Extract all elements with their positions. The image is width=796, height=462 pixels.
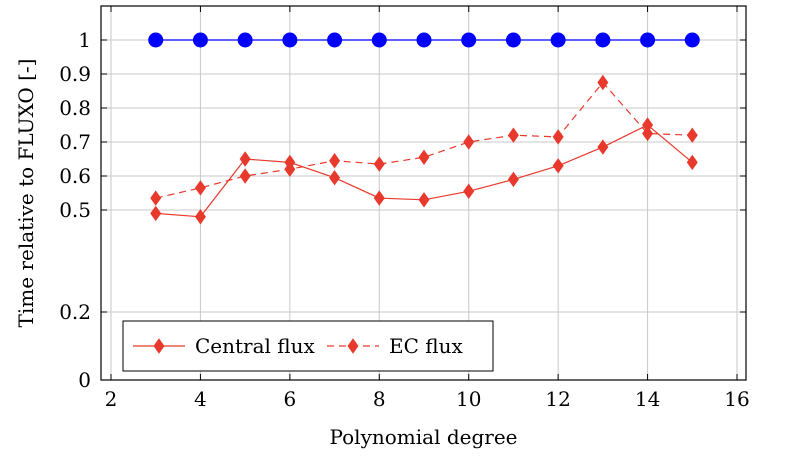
legend-marker xyxy=(347,338,359,354)
ticks xyxy=(101,6,746,381)
data-point xyxy=(327,32,343,48)
data-point xyxy=(597,74,609,91)
grid xyxy=(101,6,746,381)
legend-label: Central flux xyxy=(195,334,316,358)
legend-entry: Central flux xyxy=(133,334,316,358)
x-tick-label: 14 xyxy=(635,387,660,411)
data-point xyxy=(150,205,162,222)
data-point xyxy=(237,32,253,48)
data-point xyxy=(239,151,251,167)
data-point xyxy=(371,32,387,48)
y-tick-label: 0.6 xyxy=(59,164,91,188)
data-point xyxy=(148,32,164,48)
data-point xyxy=(640,32,656,48)
data-point xyxy=(373,156,385,172)
series-0 xyxy=(148,32,700,48)
y-tick-label: 1 xyxy=(78,28,91,52)
data-point xyxy=(684,32,700,48)
data-point xyxy=(239,168,251,184)
plot-frame xyxy=(100,5,747,381)
data-point xyxy=(463,134,475,150)
x-tick-label: 10 xyxy=(456,387,481,411)
legend-label: EC flux xyxy=(389,334,463,358)
series-layer xyxy=(148,32,700,225)
y-tick-label: 0.7 xyxy=(59,130,91,154)
data-point xyxy=(507,171,519,188)
data-point xyxy=(416,32,432,48)
data-point xyxy=(550,32,566,48)
x-tick-label: 8 xyxy=(373,387,386,411)
series-line xyxy=(155,81,693,199)
data-point xyxy=(194,180,206,196)
legend: Central flux EC flux xyxy=(122,320,494,372)
x-tick-label: 16 xyxy=(724,387,749,411)
x-tick-label: 12 xyxy=(545,387,570,411)
data-point xyxy=(282,32,298,48)
x-axis-label: Polynomial degree xyxy=(329,425,517,449)
series-2 xyxy=(150,74,698,206)
data-point xyxy=(284,161,296,177)
data-point xyxy=(552,129,564,145)
x-tick-label: 6 xyxy=(283,387,296,411)
data-point xyxy=(686,127,698,143)
data-point xyxy=(194,209,206,225)
data-point xyxy=(686,154,698,171)
data-point xyxy=(329,153,341,169)
tick-labels: 2 4 6 8 10 12 14 16 0 0.2 0.5 0.6 0.7 0.8 0.9 1 xyxy=(59,28,750,411)
y-tick-label: 0.9 xyxy=(59,62,91,86)
data-point xyxy=(597,139,609,155)
data-point xyxy=(507,127,519,143)
data-point xyxy=(418,192,430,208)
data-point xyxy=(505,32,521,48)
data-point xyxy=(418,149,430,165)
legend-entry: EC flux xyxy=(327,334,463,358)
data-point xyxy=(373,190,385,206)
y-tick-label: 0 xyxy=(78,368,91,392)
legend-marker xyxy=(153,338,165,354)
y-axis-label: Time relative to FLUXO [-] xyxy=(14,59,38,328)
y-tick-label: 0.5 xyxy=(59,198,91,222)
data-point xyxy=(192,32,208,48)
data-point xyxy=(642,125,654,142)
data-point xyxy=(461,32,477,48)
x-tick-label: 4 xyxy=(194,387,207,411)
data-point xyxy=(329,170,341,186)
series-1 xyxy=(150,117,698,225)
data-point xyxy=(595,32,611,48)
y-tick-label: 0.2 xyxy=(59,300,91,324)
data-point xyxy=(552,158,564,174)
x-tick-label: 2 xyxy=(105,387,118,411)
data-point xyxy=(150,190,162,206)
legend-entries: Central flux EC flux xyxy=(133,334,463,358)
data-point xyxy=(463,183,475,199)
y-tick-label: 0.8 xyxy=(59,96,91,120)
